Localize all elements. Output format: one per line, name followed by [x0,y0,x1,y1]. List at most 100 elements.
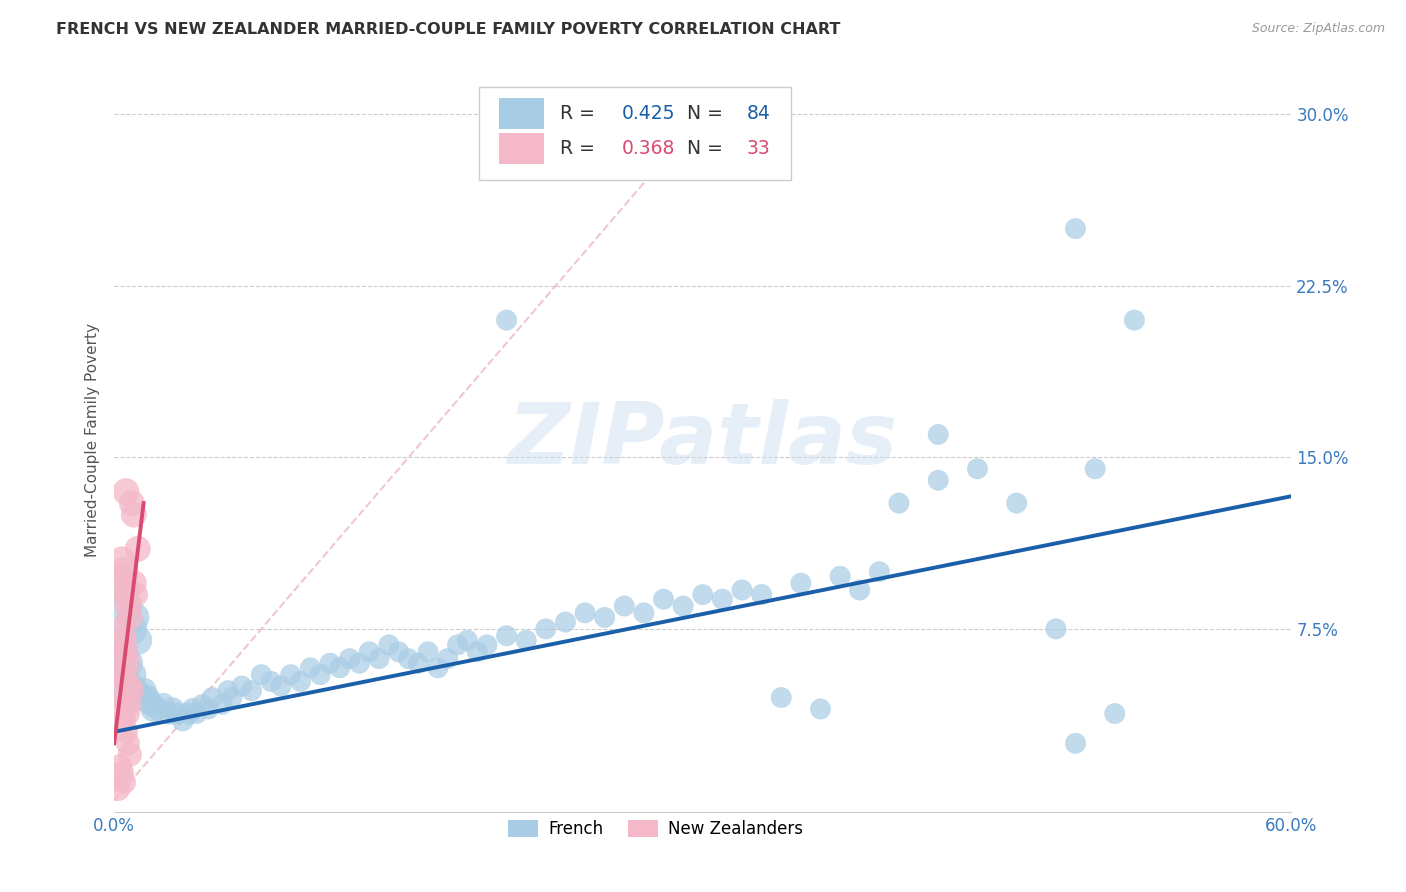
Point [495,313,517,327]
Point [672,599,695,613]
FancyBboxPatch shape [479,87,792,180]
Point [388,645,411,659]
Point [406,657,429,671]
Point [132,683,155,698]
Text: 84: 84 [747,103,770,122]
Point [118,747,141,762]
Point [770,690,793,705]
Point [108,690,131,705]
Point [108,576,131,591]
Point [240,683,263,698]
Point [122,508,145,522]
Point [112,667,135,681]
Point [127,541,149,556]
Point [692,588,714,602]
Point [112,679,135,693]
Point [115,599,138,613]
Point [711,592,734,607]
Point [868,565,890,579]
Point [121,683,143,698]
Point [790,576,813,591]
Point [416,645,439,659]
Point [349,657,371,671]
Point [111,702,134,716]
Point [534,622,557,636]
Point [398,651,420,665]
Point [117,736,139,750]
Point [966,462,988,476]
Point [751,588,773,602]
Point [128,690,150,705]
Point [115,724,138,739]
Point [593,610,616,624]
Point [122,610,145,624]
Point [426,661,449,675]
Point [142,702,165,716]
Point [111,766,134,780]
Point [117,657,139,671]
Point [115,588,138,602]
Point [197,702,219,716]
Point [118,622,141,636]
Point [848,582,870,597]
Point [146,702,169,716]
Point [359,645,381,659]
Point [260,674,283,689]
Point [731,582,754,597]
Point [118,610,141,624]
FancyBboxPatch shape [499,97,544,128]
Point [108,667,131,681]
Point [181,702,204,716]
Point [115,645,138,659]
Point [280,667,302,681]
Text: ZIPatlas: ZIPatlas [508,399,898,482]
Point [111,622,134,636]
Text: R =: R = [561,103,602,122]
Point [633,606,655,620]
Point [515,633,537,648]
Point [339,651,361,665]
Point [177,706,200,721]
Point [329,661,352,675]
Point [121,496,143,510]
Point [810,702,832,716]
Point [446,638,468,652]
Point [122,576,145,591]
Point [290,674,312,689]
Point [118,679,141,693]
Point [115,484,138,499]
FancyBboxPatch shape [499,133,544,164]
Point [186,706,208,721]
Point [136,690,159,705]
Point [112,714,135,728]
Text: 33: 33 [747,139,770,158]
Text: FRENCH VS NEW ZEALANDER MARRIED-COUPLE FAMILY POVERTY CORRELATION CHART: FRENCH VS NEW ZEALANDER MARRIED-COUPLE F… [56,22,841,37]
Point [118,698,141,712]
Point [1045,622,1067,636]
Point [121,667,143,681]
Point [927,473,949,487]
Point [231,679,253,693]
Y-axis label: Married-Couple Family Poverty: Married-Couple Family Poverty [86,323,100,558]
Point [152,698,174,712]
Text: N =: N = [688,103,730,122]
Point [574,606,596,620]
Point [1084,462,1107,476]
Point [191,698,214,712]
Point [1104,706,1126,721]
Text: 0.425: 0.425 [621,103,675,122]
Point [166,706,188,721]
Point [475,638,498,652]
Point [495,629,517,643]
Point [108,576,131,591]
Point [117,657,139,671]
Point [107,782,129,797]
Point [436,651,458,665]
Text: N =: N = [688,139,730,158]
Point [319,657,342,671]
Text: R =: R = [561,139,602,158]
Point [117,706,139,721]
Point [108,759,131,773]
Point [368,651,391,665]
Point [111,645,134,659]
